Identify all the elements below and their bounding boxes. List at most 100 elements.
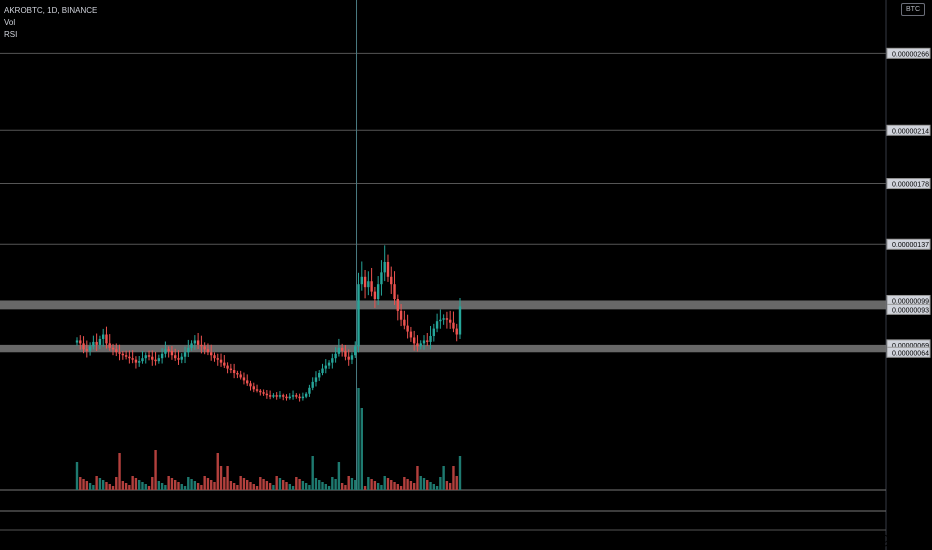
volume-bar: [455, 476, 458, 490]
y-tick-label: 0.00000280: [892, 23, 932, 40]
y-tick-label: 0.00000300: [892, 0, 932, 10]
y-tick-label: -0.00000020: [892, 467, 932, 484]
volume-bar: [363, 486, 367, 490]
candle-body: [295, 395, 298, 397]
candle-body: [196, 340, 200, 345]
candle-body: [98, 338, 102, 345]
candle-body: [206, 349, 210, 353]
candle-body: [399, 310, 403, 320]
volume-bar: [452, 466, 455, 490]
currency-badge[interactable]: BTC: [901, 3, 925, 16]
volume-bar: [272, 485, 275, 490]
candle-body: [177, 358, 180, 360]
candle-body: [183, 352, 187, 357]
candle-body: [376, 284, 380, 299]
volume-bar: [177, 482, 180, 490]
candle-body: [105, 334, 108, 344]
y-tick-label: 0.00000040: [892, 378, 932, 395]
volume-bar: [190, 479, 193, 490]
volume-bar: [131, 476, 134, 490]
candle-body: [88, 346, 92, 351]
candle-body: [108, 343, 111, 348]
price-label: 0.00000064: [892, 350, 929, 357]
candle-body: [301, 396, 305, 399]
volume-bar: [311, 456, 314, 490]
x-tick-label: Mar: [411, 530, 439, 547]
candle-body: [262, 392, 265, 394]
candle-body: [255, 389, 259, 391]
volume-bar: [367, 477, 370, 490]
volume-bar: [242, 478, 246, 490]
price-label-box: [886, 346, 931, 358]
candle-body: [370, 281, 373, 292]
candle-body: [219, 359, 223, 363]
volume-bar: [151, 477, 154, 490]
volume-bar: [376, 483, 380, 490]
y-tick-label: 0.00000120: [892, 259, 932, 276]
candle-body: [239, 374, 242, 378]
candle-body: [111, 347, 115, 350]
volume-bar: [282, 480, 285, 490]
volume-bar: [301, 481, 305, 490]
candle-body: [174, 355, 177, 359]
candle-body: [347, 356, 350, 360]
volume-bar: [108, 484, 111, 490]
candle-body: [151, 356, 154, 360]
candle-body: [249, 383, 252, 387]
candle-body: [154, 359, 157, 362]
volume-bar: [223, 477, 226, 490]
volume-bar: [141, 482, 144, 490]
volume-bar: [196, 483, 200, 490]
volume-bar: [429, 482, 432, 490]
volume-bar: [344, 485, 347, 490]
volume-bar: [213, 482, 216, 490]
price-label: 0.00000069: [892, 343, 929, 350]
volume-bar: [278, 478, 282, 490]
candle-body: [85, 349, 89, 351]
volume-bar: [236, 485, 239, 490]
volume-bar: [246, 480, 249, 490]
support-zone: [0, 300, 886, 310]
volume-bar: [92, 485, 95, 490]
candle-body: [327, 362, 331, 366]
candle-body: [448, 319, 452, 323]
candle-body: [308, 387, 311, 394]
price-label: 0.00000266: [892, 51, 929, 58]
volume-bar: [360, 408, 363, 490]
x-tick-label: 15: [549, 530, 567, 547]
volume-bar: [232, 483, 236, 490]
volume-bar: [170, 478, 174, 490]
candle-body: [180, 356, 183, 360]
volume-bar: [295, 477, 298, 490]
candle-body: [419, 343, 422, 347]
volume-bar: [259, 477, 262, 490]
volume-bar: [118, 453, 121, 490]
volume-bar: [105, 482, 108, 490]
candle-body: [124, 355, 128, 357]
candle-body: [455, 328, 458, 335]
candle-body: [82, 343, 85, 350]
candle-body: [216, 358, 219, 360]
volume-bar: [174, 480, 177, 490]
volume-bar: [210, 480, 213, 490]
volume-bar: [383, 476, 386, 490]
candle-body: [318, 373, 321, 378]
candle-body: [157, 358, 161, 362]
volume-bar: [249, 482, 252, 490]
candle-body: [304, 393, 308, 397]
price-label-box: [886, 47, 931, 59]
volume-bar: [193, 481, 197, 490]
volume-bar: [399, 486, 403, 490]
candle-body: [131, 358, 134, 360]
candle-body: [442, 318, 445, 320]
volume-bar: [435, 486, 439, 490]
price-label: 0.00000137: [892, 242, 929, 249]
candle-body: [236, 373, 239, 375]
support-zone: [0, 344, 886, 353]
candle-body: [390, 276, 393, 285]
x-tick-label: May: [588, 530, 618, 547]
volume-bar: [448, 483, 452, 490]
candle-body: [435, 321, 439, 329]
volume-bar: [115, 477, 118, 490]
